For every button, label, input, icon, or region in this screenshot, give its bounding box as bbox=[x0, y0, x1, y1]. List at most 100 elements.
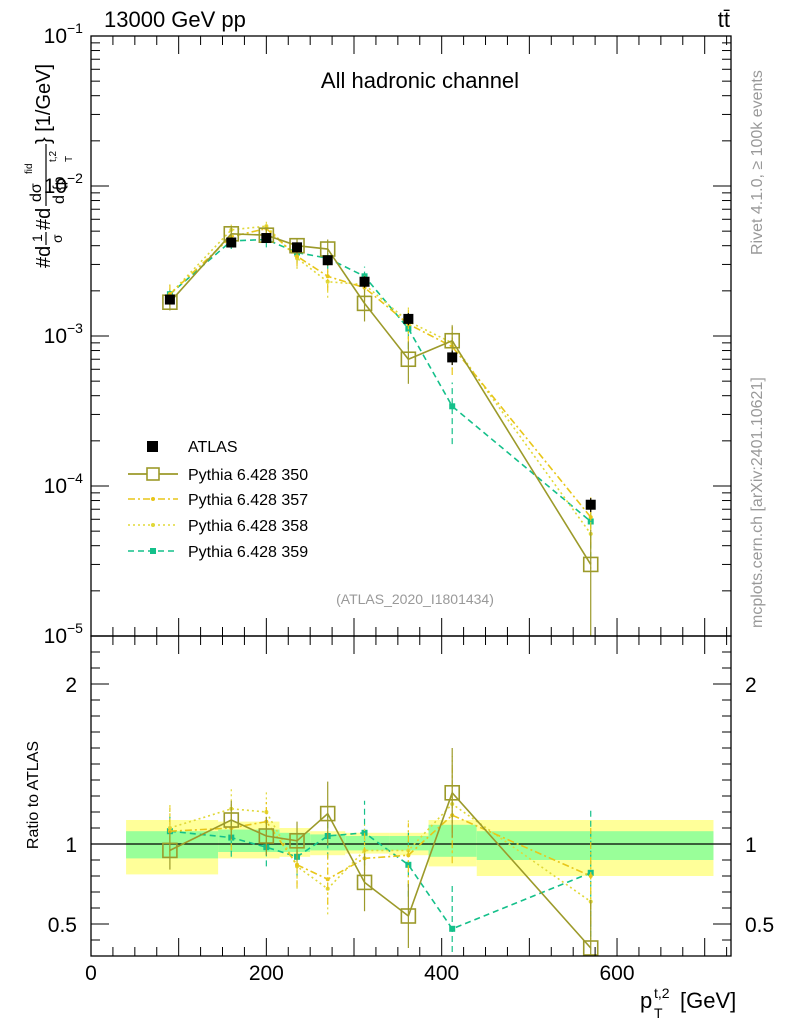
ratio-ytick-label-left: 1 bbox=[65, 834, 77, 857]
svg-text:#d: #d bbox=[33, 208, 55, 230]
main-point-atlas bbox=[164, 294, 175, 305]
main-ytick-exp: −4 bbox=[67, 470, 83, 486]
ratio-point-p359 bbox=[405, 861, 412, 868]
ratio-point-p350 bbox=[223, 812, 240, 828]
main-ytick-label: 10 bbox=[44, 325, 67, 348]
svg-text:} [1/GeV]: } [1/GeV] bbox=[33, 64, 55, 144]
main-point-p359 bbox=[587, 518, 594, 525]
legend-marker-atlas bbox=[147, 441, 158, 452]
ratio-point-p350 bbox=[162, 842, 178, 859]
band-inner-2 bbox=[279, 832, 311, 852]
ratio-point-p350 bbox=[356, 874, 373, 891]
ratio-point-p350 bbox=[582, 940, 599, 956]
ratio-point-p350 bbox=[258, 828, 275, 844]
svg-text:T: T bbox=[654, 1005, 663, 1021]
svg-text:dσ: dσ bbox=[28, 183, 45, 202]
main-ytick-exp: −5 bbox=[67, 620, 83, 636]
main-point-atlas bbox=[226, 237, 237, 248]
legend-marker-350 bbox=[146, 467, 160, 481]
main-ytick-exp: −2 bbox=[67, 170, 83, 186]
main-point-p357 bbox=[588, 515, 593, 520]
analysis-label: (ATLAS_2020_I1801434) bbox=[336, 591, 494, 607]
header-beam: 13000 GeV pp bbox=[104, 7, 246, 32]
svg-text:fid: fid bbox=[24, 163, 35, 174]
main-ytick-exp: −3 bbox=[67, 320, 83, 336]
ratio-xtick-label: 400 bbox=[424, 962, 459, 985]
ratio-uncertainty-bands bbox=[91, 820, 731, 876]
main-point-atlas bbox=[292, 242, 303, 253]
main-point-p357 bbox=[325, 274, 330, 279]
legend-marker-357 bbox=[151, 497, 155, 501]
main-point-p350 bbox=[582, 556, 599, 573]
main-ytick-label: 10 bbox=[44, 175, 67, 198]
main-point-atlas bbox=[403, 313, 414, 324]
svg-text:t,2: t,2 bbox=[48, 150, 59, 162]
main-point-atlas bbox=[447, 352, 458, 363]
svg-text:p: p bbox=[640, 988, 652, 1013]
main-point-p350 bbox=[400, 351, 417, 368]
legend-label-358: Pythia 6.428 358 bbox=[188, 518, 308, 535]
svg-text:1: 1 bbox=[29, 234, 45, 242]
svg-text:T: T bbox=[64, 156, 75, 162]
chart-title: All hadronic channel bbox=[321, 68, 519, 93]
ratio-ytick-label-right: 1 bbox=[745, 834, 757, 857]
ratio-xtick-label: 0 bbox=[85, 962, 97, 985]
main-ytick-label: 10 bbox=[44, 25, 67, 48]
legend-label-350: Pythia 6.428 350 bbox=[188, 467, 308, 484]
svg-text:#d: #d bbox=[33, 246, 55, 268]
svg-text:[GeV]: [GeV] bbox=[680, 988, 736, 1013]
legend: ATLAS Pythia 6.428 350 Pythia 6.428 357 … bbox=[128, 439, 308, 561]
header-process: tt̄ bbox=[718, 7, 730, 32]
legend-label-357: Pythia 6.428 357 bbox=[188, 492, 308, 509]
main-y-axis-label: #d 1 σ #d dσ fid d {p T t,2 } [1/GeV] bbox=[24, 64, 75, 268]
legend-label-atlas: ATLAS bbox=[188, 439, 238, 456]
ratio-point-p357 bbox=[406, 853, 411, 858]
band-inner-4 bbox=[345, 836, 390, 851]
mcplots-label: mcplots.cern.ch [arXiv:2401.10621] bbox=[749, 377, 766, 628]
main-point-p359 bbox=[449, 403, 456, 410]
band-inner-0 bbox=[126, 831, 219, 859]
ratio-point-p359 bbox=[449, 925, 456, 932]
main-plot-frame bbox=[90, 35, 732, 637]
ratio-ytick-label-right: 2 bbox=[745, 674, 757, 697]
main-point-p357 bbox=[295, 254, 300, 259]
main-ytick-exp: −1 bbox=[67, 20, 83, 36]
main-point-p350 bbox=[444, 332, 461, 349]
ratio-ytick-label-right: 0.5 bbox=[745, 914, 774, 937]
legend-label-359: Pythia 6.428 359 bbox=[188, 544, 308, 561]
main-point-atlas bbox=[585, 499, 596, 510]
svg-text:d {p: d {p bbox=[51, 176, 68, 204]
ratio-ytick-label-left: 0.5 bbox=[48, 914, 77, 937]
main-line-p350 bbox=[169, 232, 592, 565]
band-inner-7 bbox=[476, 831, 714, 860]
ratio-line-p359 bbox=[169, 830, 592, 930]
ratio-xtick-label: 200 bbox=[249, 962, 284, 985]
ratio-ytick-label-left: 2 bbox=[65, 674, 77, 697]
svg-text:t,2: t,2 bbox=[654, 985, 670, 1001]
main-line-p358 bbox=[169, 225, 592, 535]
x-axis-label: p T t,2 [GeV] bbox=[640, 985, 736, 1021]
ratio-point-p357 bbox=[325, 877, 330, 882]
ratio-point-p350 bbox=[319, 805, 336, 822]
ratio-point-p357 bbox=[295, 862, 300, 867]
main-ytick-label: 10 bbox=[44, 475, 67, 498]
main-series bbox=[162, 219, 599, 636]
ratio-point-p350 bbox=[400, 908, 417, 924]
main-point-p358 bbox=[325, 279, 330, 284]
ratio-point-p350 bbox=[289, 832, 305, 849]
ratio-point-p358 bbox=[167, 826, 172, 830]
main-point-atlas bbox=[261, 233, 272, 244]
ratio-point-p357 bbox=[588, 874, 593, 878]
svg-text:σ: σ bbox=[49, 234, 65, 243]
main-point-p350 bbox=[356, 295, 373, 312]
main-point-atlas bbox=[359, 276, 370, 287]
legend-marker-358 bbox=[151, 523, 155, 527]
main-point-p350 bbox=[289, 237, 305, 254]
ratio-point-p350 bbox=[444, 784, 461, 801]
main-ytick-label: 10 bbox=[44, 625, 67, 648]
main-point-atlas bbox=[322, 255, 333, 266]
ratio-xtick-label: 600 bbox=[600, 962, 635, 985]
ratio-y-axis-label: Ratio to ATLAS bbox=[25, 741, 42, 849]
